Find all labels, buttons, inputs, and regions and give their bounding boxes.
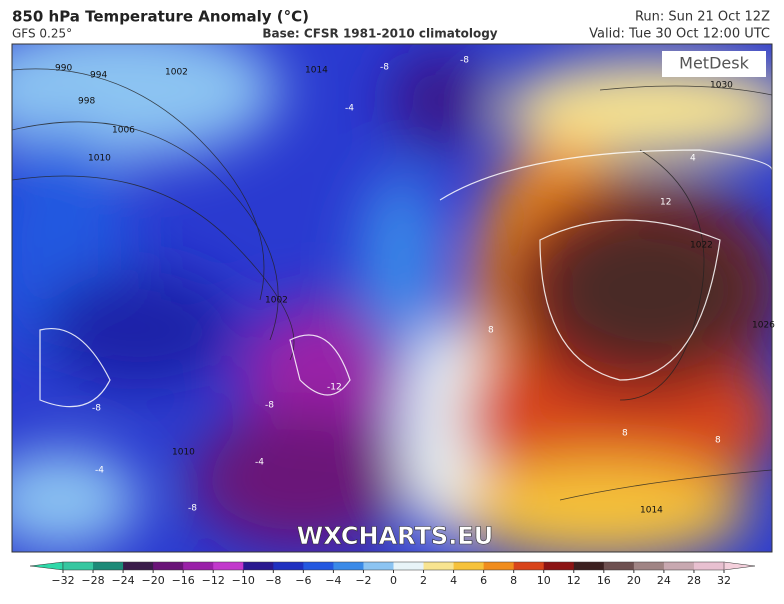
colorbar-tick-label: −6 [295,574,311,587]
colorbar-tick-label: −32 [51,574,74,587]
valid: Valid: Tue 30 Oct 12:00 UTC [589,27,770,42]
anomaly-label: 12 [660,198,671,208]
colorbar-segment [543,562,575,570]
anomaly-label: -8 [92,404,101,414]
colorbar-tick-label: −8 [265,574,281,587]
colorbar-segment [363,562,394,570]
isobar-label: 1010 [172,448,195,458]
colorbar-segment [303,562,334,570]
logo: MetDesk [679,54,749,73]
anomaly-label: -4 [345,104,354,114]
model: GFS 0.25° [12,27,72,41]
anomaly-label: -8 [460,56,469,66]
colorbar-extend-high [723,561,756,571]
colorbar-tick-label: 24 [657,574,671,587]
colorbar-extend-low [29,561,64,571]
colorbar-segment [513,562,545,570]
title: 850 hPa Temperature Anomaly (°C) [12,8,309,26]
anomaly-label: -8 [380,63,389,73]
isobar-label: 998 [78,97,95,107]
colorbar-tick-label: 10 [537,574,551,587]
anomaly-label: -4 [95,466,104,476]
map-frame [11,43,773,553]
colorbar-tick-label: 28 [687,574,701,587]
colorbar-tick-label: −24 [111,574,134,587]
colorbar-segment [183,562,214,570]
isobar-label: 1010 [88,154,111,164]
colorbar-tick-label: 12 [567,574,581,587]
anomaly-label: 8 [715,436,721,446]
colorbar-segment [123,562,154,570]
colorbar-tick-label: 8 [510,574,517,587]
run: Run: Sun 21 Oct 12Z [635,10,770,25]
colorbar-segment [93,562,124,570]
colorbar-tick-label: 0 [390,574,397,587]
isobar-label: 1002 [265,296,288,306]
colorbar-segment [213,562,244,570]
isobar-label: 1026 [752,321,775,331]
colorbar-tick-label: −10 [232,574,255,587]
colorbar-tick-label: −16 [172,574,195,587]
colorbar-tick-label: 6 [480,574,487,587]
isobar-label: 1006 [112,126,135,136]
colorbar-segment [63,562,94,570]
anomaly-label: 8 [622,429,628,439]
base: Base: CFSR 1981-2010 climatology [262,27,497,41]
colorbar-segment [393,562,425,570]
logo-box [662,51,766,77]
colorbar-tick-label: −4 [325,574,341,587]
anomaly-label: 8 [488,326,494,336]
isobar-label: 1022 [690,241,713,251]
isobar-label: 1014 [640,506,663,516]
colorbar-tick-label: −20 [142,574,165,587]
colorbar-tick-label: −2 [355,574,371,587]
colorbar-segment [573,562,605,570]
colorbar-segment [603,562,635,570]
anomaly-label: -4 [255,458,264,468]
colorbar-segment [153,562,184,570]
colorbar-segment [483,562,515,570]
map-field [12,44,772,552]
colorbar-segment [663,562,695,570]
isobar-label: 994 [90,71,107,81]
anomaly-label: -8 [188,504,197,514]
anomaly-label: -8 [265,401,274,411]
isobar-label: 1002 [165,68,188,78]
colorbar-tick-label: 4 [450,574,457,587]
colorbar-tick-label: −28 [81,574,104,587]
colorbar-segment [273,562,304,570]
colorbar-segment [423,562,455,570]
colorbar-tick-label: 2 [420,574,427,587]
isobar-label: 1030 [710,81,733,91]
colorbar-tick-label: 32 [717,574,731,587]
colorbar-segment [243,562,274,570]
anomaly-label: -12 [327,383,342,393]
anomaly-label: 4 [690,154,696,164]
colorbar-segment [333,562,364,570]
colorbar-segment [453,562,485,570]
isobar-label: 990 [55,64,72,74]
colorbar-tick-label: −12 [202,574,225,587]
colorbar-tick-label: 16 [597,574,611,587]
colorbar-tick-label: 20 [627,574,641,587]
colorbar-segment [633,562,665,570]
isobar-label: 1014 [305,66,328,76]
colorbar-segment [693,562,725,570]
watermark: WXCHARTS.EU [297,522,493,550]
